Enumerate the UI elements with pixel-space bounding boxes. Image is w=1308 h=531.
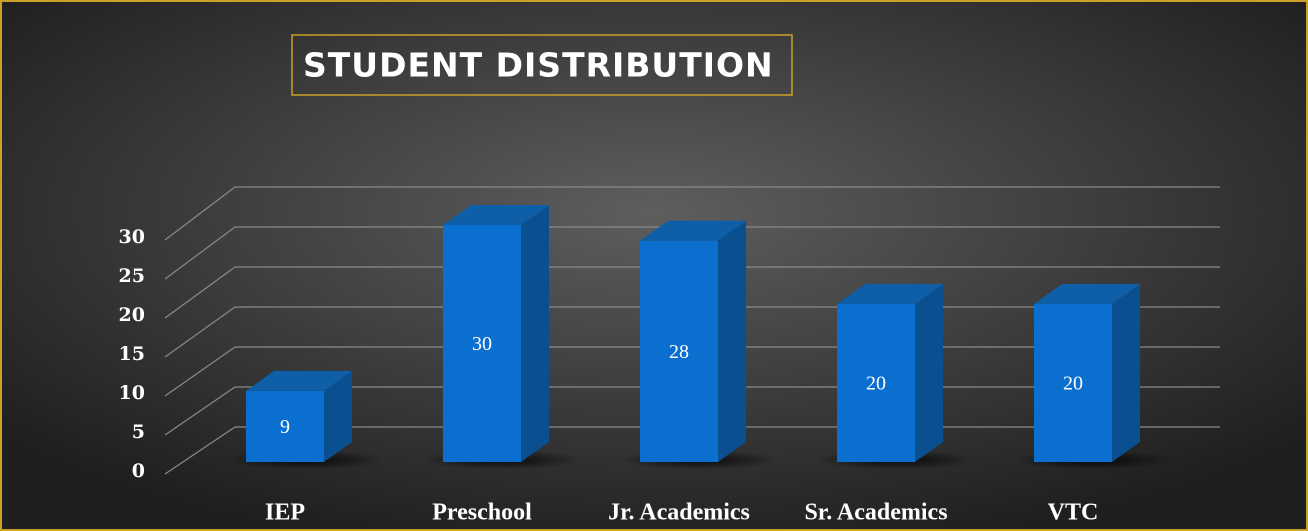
bar-side (521, 205, 549, 462)
bar-side (915, 284, 943, 462)
grid-line (164, 426, 236, 475)
grid-line (164, 386, 236, 436)
bar-top (1034, 284, 1140, 304)
bar-top (246, 370, 352, 391)
value-label: 28 (669, 341, 689, 363)
x-tick-label: IEP (265, 500, 305, 526)
chart-title: STUDENT DISTRIBUTION (303, 46, 774, 85)
title-box (291, 34, 793, 96)
x-tick-label: Preschool (432, 500, 532, 526)
y-tick-label: 25 (119, 265, 145, 287)
x-tick-label: Jr. Academics (608, 500, 750, 526)
bar-top (837, 284, 943, 304)
x-tick-label: VTC (1048, 500, 1099, 526)
grid-line (164, 186, 236, 241)
value-label: 20 (1063, 373, 1083, 395)
bar (443, 225, 521, 462)
bar-top (443, 205, 549, 225)
grid-line (164, 266, 236, 319)
bar-side (1112, 284, 1140, 462)
bar-side (324, 370, 352, 462)
bar (1034, 304, 1112, 462)
y-tick-label: 5 (132, 421, 145, 443)
grid-line (164, 306, 236, 358)
grid-line (164, 226, 236, 280)
y-tick-label: 30 (119, 226, 145, 248)
y-tick-label: 15 (119, 343, 145, 365)
y-tick-label: 20 (119, 304, 145, 326)
x-tick-label: Sr. Academics (804, 500, 947, 526)
value-label: 30 (472, 333, 492, 355)
bar-side (718, 220, 746, 462)
bar (640, 240, 718, 462)
bar (837, 304, 915, 462)
bar (246, 390, 324, 462)
y-tick-label: 10 (119, 382, 145, 404)
value-label: 9 (280, 416, 290, 438)
bar-top (640, 220, 746, 241)
value-label: 20 (866, 373, 886, 395)
grid-line (164, 346, 236, 397)
y-tick-label: 0 (132, 460, 145, 482)
